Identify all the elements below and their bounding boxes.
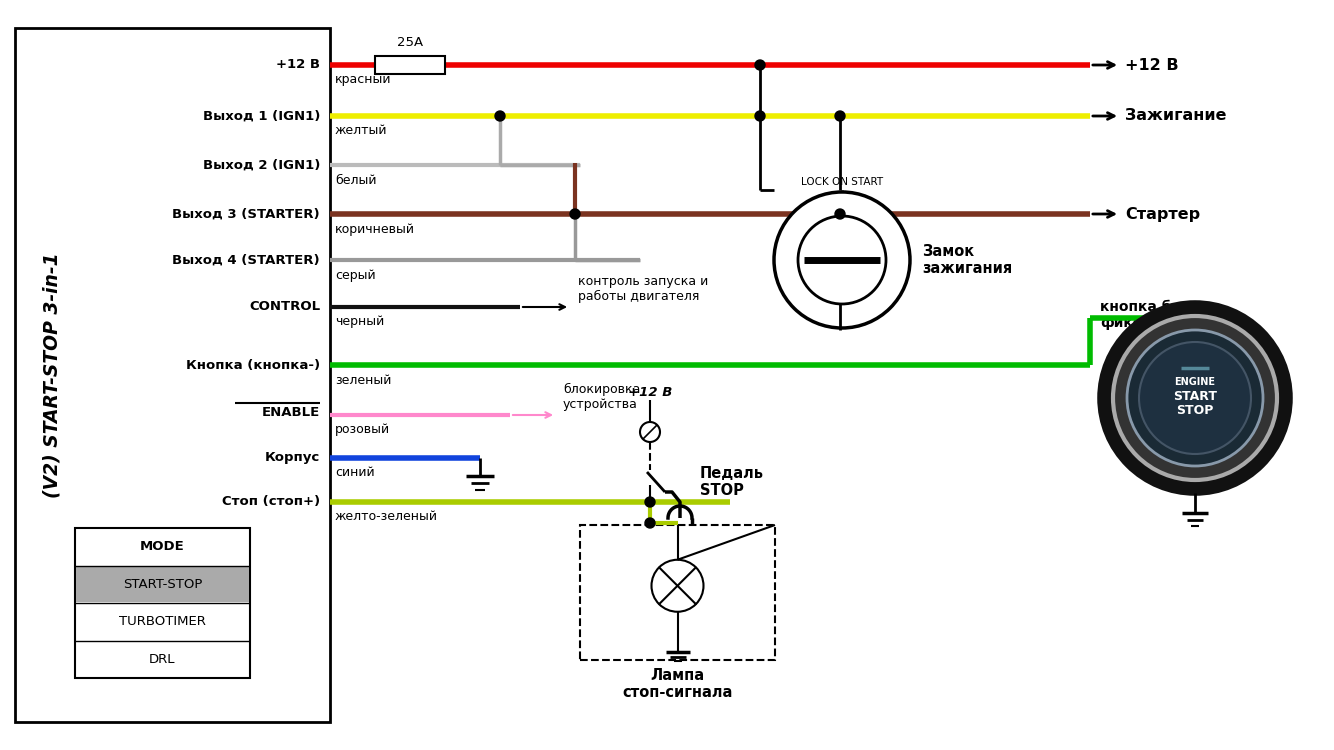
Circle shape	[755, 111, 764, 121]
Text: MODE: MODE	[140, 540, 185, 554]
Text: красный: красный	[335, 74, 391, 86]
Circle shape	[651, 560, 703, 612]
Bar	[75, 528, 249, 678]
Text: +12 В: +12 В	[628, 386, 672, 398]
Text: контроль запуска и
работы двигателя: контроль запуска и работы двигателя	[578, 275, 708, 303]
Text: зеленый: зеленый	[335, 374, 391, 386]
Text: (V2) START-STOP 3-in-1: (V2) START-STOP 3-in-1	[43, 252, 61, 498]
Text: серый: серый	[335, 268, 376, 281]
Text: DRL: DRL	[149, 652, 176, 666]
Bar	[15, 28, 329, 722]
Text: CONTROL: CONTROL	[249, 301, 320, 313]
Text: желто-зеленый: желто-зеленый	[335, 511, 438, 524]
Text: черный: черный	[335, 316, 384, 328]
Text: желтый: желтый	[335, 124, 387, 137]
Circle shape	[774, 192, 910, 328]
Circle shape	[835, 209, 844, 219]
Text: Выход 2 (IGN1): Выход 2 (IGN1)	[203, 158, 320, 172]
Circle shape	[570, 209, 580, 219]
Text: Лампа
стоп-сигнала: Лампа стоп-сигнала	[623, 668, 732, 700]
Text: TURBOTIMER: TURBOTIMER	[119, 615, 205, 628]
Circle shape	[495, 111, 506, 121]
Text: +12 В: +12 В	[276, 58, 320, 71]
Circle shape	[835, 111, 844, 121]
Circle shape	[1113, 316, 1277, 480]
Text: блокировка
устройства: блокировка устройства	[563, 383, 640, 411]
Text: Выход 4 (STARTER): Выход 4 (STARTER)	[172, 254, 320, 266]
Text: +12 В: +12 В	[1125, 58, 1179, 73]
Text: START: START	[1173, 389, 1217, 403]
Bar	[375, 56, 446, 74]
Text: Корпус: Корпус	[264, 452, 320, 464]
Circle shape	[640, 422, 660, 442]
Text: Кнопка (кнопка-): Кнопка (кнопка-)	[185, 358, 320, 371]
Text: коричневый: коричневый	[335, 223, 415, 236]
Text: синий: синий	[335, 466, 375, 479]
Text: белый: белый	[335, 173, 376, 187]
Text: Стоп (стоп+): Стоп (стоп+)	[221, 496, 320, 508]
Bar	[76, 566, 249, 602]
Circle shape	[755, 60, 764, 70]
Text: ENABLE: ENABLE	[261, 406, 320, 419]
Text: Стартер: Стартер	[1125, 206, 1201, 221]
Text: Педаль
STOP: Педаль STOP	[700, 466, 764, 498]
Text: 25A: 25A	[398, 37, 423, 50]
Text: Выход 1 (IGN1): Выход 1 (IGN1)	[203, 110, 320, 122]
Bar	[580, 525, 775, 660]
Circle shape	[646, 497, 655, 507]
Text: Зажигание: Зажигание	[1125, 109, 1226, 124]
Text: Замок
зажигания: Замок зажигания	[922, 244, 1013, 276]
Text: розовый: розовый	[335, 424, 390, 436]
Circle shape	[1139, 342, 1251, 454]
Text: Выход 3 (STARTER): Выход 3 (STARTER)	[172, 208, 320, 220]
Circle shape	[1101, 303, 1290, 493]
Text: ENGINE: ENGINE	[1174, 377, 1215, 387]
Circle shape	[1127, 330, 1263, 466]
Circle shape	[798, 216, 886, 304]
Circle shape	[646, 518, 655, 528]
Text: STOP: STOP	[1177, 404, 1214, 418]
Text: START-STOP: START-STOP	[123, 578, 203, 591]
Text: LOCK ON START: LOCK ON START	[800, 177, 883, 187]
Text: кнопка без
фиксации: кнопка без фиксации	[1101, 300, 1189, 330]
